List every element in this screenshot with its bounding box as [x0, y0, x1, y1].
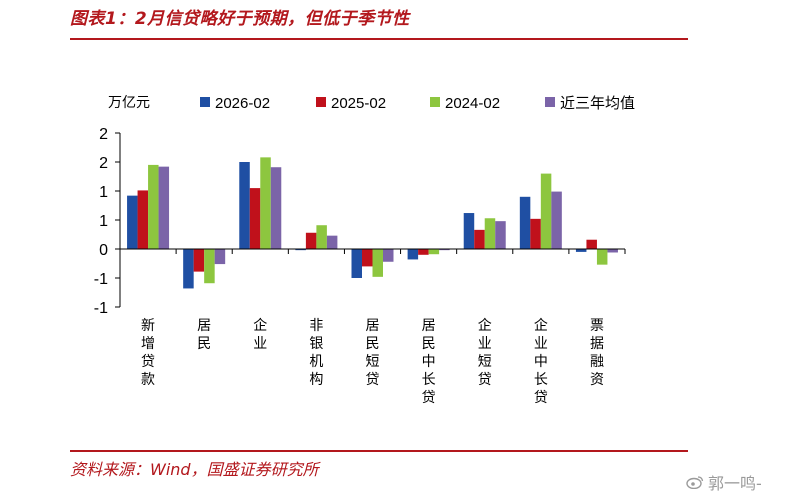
bar [418, 249, 429, 255]
legend-swatch [316, 97, 326, 107]
source-note: 资料来源：Wind，国盛证券研究所 [70, 460, 319, 479]
bar [137, 190, 149, 249]
y-tick-label: 2 [99, 126, 108, 143]
y-tick-label: 1 [99, 184, 108, 201]
bar [428, 249, 440, 255]
x-tick-label: 居民 [197, 318, 211, 352]
bar [204, 249, 215, 284]
bar [439, 249, 450, 251]
bar [249, 188, 261, 249]
title-divider [70, 38, 688, 40]
unit-label: 万亿元 [108, 95, 150, 111]
bar [295, 249, 306, 251]
bar [239, 162, 250, 249]
y-tick-label: 0 [99, 242, 108, 259]
bar [127, 195, 138, 249]
y-tick-label: 1 [99, 213, 108, 230]
x-tick-label: 企业中长贷 [534, 317, 548, 406]
bar [148, 164, 159, 249]
bar [305, 232, 317, 249]
bar [596, 249, 608, 265]
bar [326, 235, 338, 249]
bar [484, 218, 496, 249]
x-tick-label: 企业 [253, 317, 267, 352]
bar [270, 167, 282, 249]
bar [495, 221, 506, 249]
legend-swatch [200, 97, 210, 107]
y-axis: 2 2 1 1 0 -1 -1 [94, 126, 121, 317]
bar [463, 213, 475, 249]
legend-label: 2026-02 [215, 95, 270, 112]
bar [193, 249, 205, 272]
bar [530, 218, 541, 249]
x-tick-label: 新增贷款 [141, 318, 155, 388]
x-tick-label: 非银机构 [309, 318, 323, 388]
x-tick-label: 票据融资 [590, 318, 604, 388]
bars [127, 157, 618, 289]
bar [519, 196, 531, 249]
bar [474, 229, 485, 249]
y-tick-label: -1 [94, 271, 108, 288]
bar [383, 249, 394, 262]
bar [551, 191, 562, 249]
legend-label: 2025-02 [331, 95, 386, 112]
bar [407, 249, 419, 260]
bar-chart: 万亿元 2026-02 2025-02 2024-02 近三年均值 2 2 1 1 0 -1 -1… [94, 95, 635, 406]
bar [607, 249, 618, 253]
legend: 2026-02 2025-02 2024-02 近三年均值 [200, 95, 635, 112]
x-axis: 新增贷款 居民 企业 非银机构 居民短贷 居民中长贷 企业短贷 企业中长贷 票据融资 [119, 248, 626, 406]
x-tick-label: 居民中长贷 [422, 318, 436, 406]
bar [362, 249, 373, 267]
y-tick-label: -1 [94, 300, 108, 317]
legend-label: 近三年均值 [560, 95, 635, 112]
y-tick-label: 2 [99, 155, 108, 172]
footer-divider [70, 450, 688, 452]
legend-swatch [430, 97, 440, 107]
bar [540, 173, 552, 249]
watermark: 郭一鸣- [686, 470, 762, 494]
bar [372, 249, 383, 277]
bar [586, 239, 597, 249]
bar [351, 249, 362, 278]
bar [575, 249, 587, 252]
bar [260, 157, 271, 249]
figure-title: 图表1：2月信贷略好于预期，但低于季节性 [70, 9, 410, 29]
x-tick-label: 居民短贷 [366, 318, 380, 388]
legend-swatch [545, 97, 555, 107]
weibo-icon [686, 476, 704, 489]
bar [158, 166, 170, 249]
legend-label: 2024-02 [445, 95, 500, 112]
bar [183, 249, 194, 289]
bar [214, 249, 226, 265]
watermark-text: 郭一鸣- [708, 474, 762, 493]
bar [316, 225, 327, 249]
x-tick-label: 企业短贷 [478, 317, 492, 388]
